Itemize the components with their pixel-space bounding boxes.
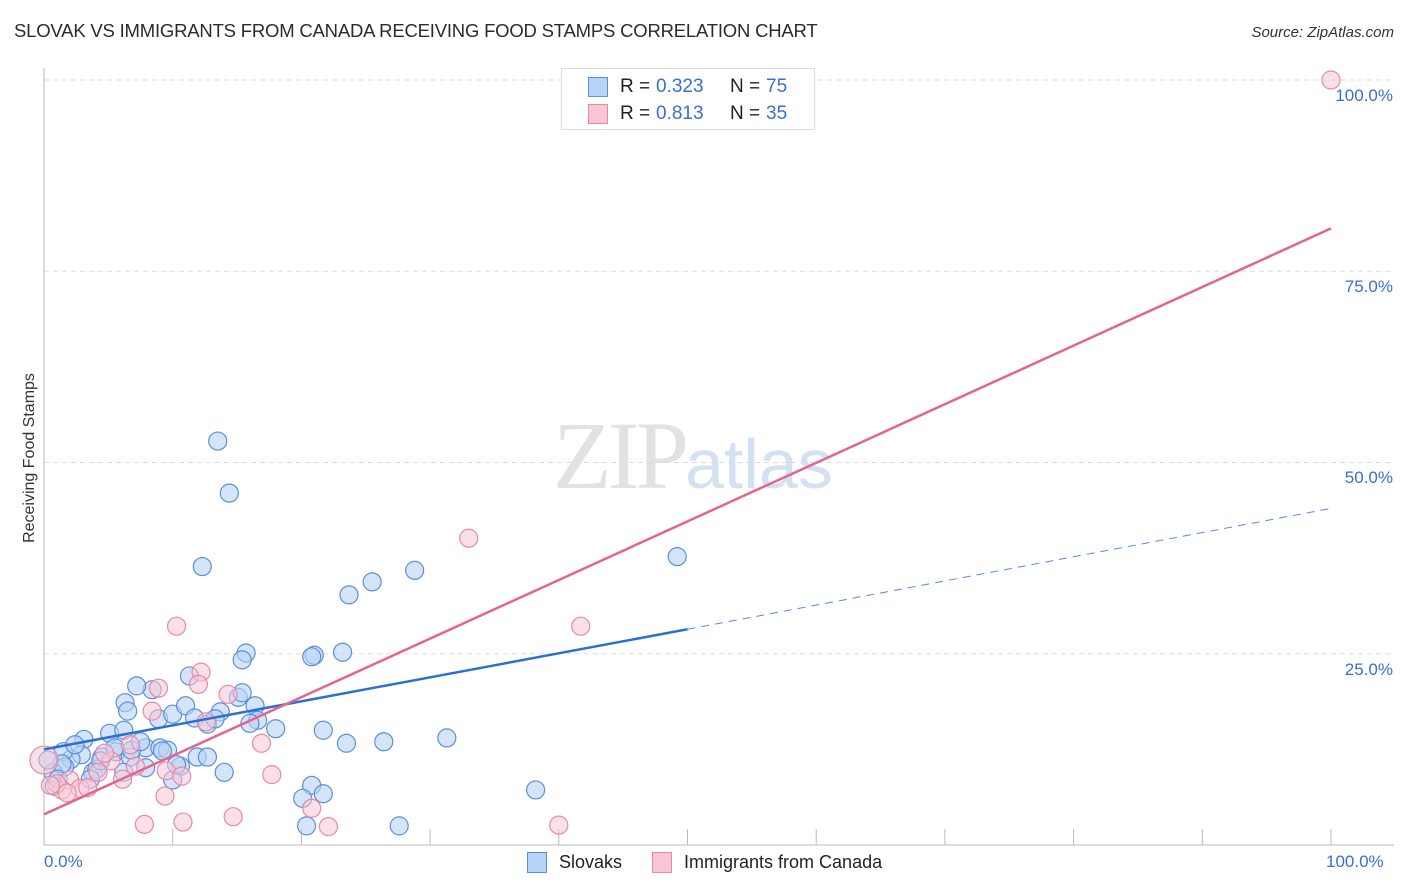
r-value: 0.323 [656,76,704,97]
y-tick-25: 25.0% [1344,660,1393,679]
legend-row-canada: R = 0.813 N = 35 [588,103,787,125]
n-label: N = [730,103,761,124]
legend-item-slovaks[interactable]: Slovaks [527,852,622,873]
series-legend: Slovaks Immigrants from Canada [527,852,912,873]
correlation-legend: R = 0.323 N = 75 R = 0.813 N = 35 [561,68,815,130]
watermark-zip: ZIP [553,402,689,509]
x-tick-0: 0.0% [44,852,83,871]
slovaks-swatch-icon [527,852,547,873]
gridlines [44,79,1394,655]
r-value: 0.813 [656,103,704,124]
y-tick-100: 100.0% [1335,86,1393,105]
y-axis-label: Receiving Food Stamps [21,373,38,543]
axes [43,68,1394,846]
slovaks-swatch-icon [588,77,608,97]
canada-swatch-icon [652,852,673,873]
n-label: N = [730,76,761,97]
watermark: ZIPatlas [553,400,833,511]
r-label: R = [620,76,651,97]
legend-row-slovaks: R = 0.323 N = 75 [588,76,787,98]
canada-swatch-icon [588,104,608,124]
source-label: Source: ZipAtlas.com [1251,24,1394,41]
n-value: 35 [766,103,788,124]
y-tick-75: 75.0% [1344,277,1393,296]
x-tick-100: 100.0% [1326,852,1384,871]
legend-label: Immigrants from Canada [684,852,883,872]
legend-label: Slovaks [559,852,623,872]
legend-item-canada[interactable]: Immigrants from Canada [652,852,882,873]
y-tick-50: 50.0% [1344,468,1393,487]
n-value: 75 [766,76,788,97]
canada-points [29,70,1341,837]
chart-title: SLOVAK VS IMMIGRANTS FROM CANADA RECEIVI… [14,20,818,41]
trendlines [43,227,1332,816]
r-label: R = [620,103,651,124]
